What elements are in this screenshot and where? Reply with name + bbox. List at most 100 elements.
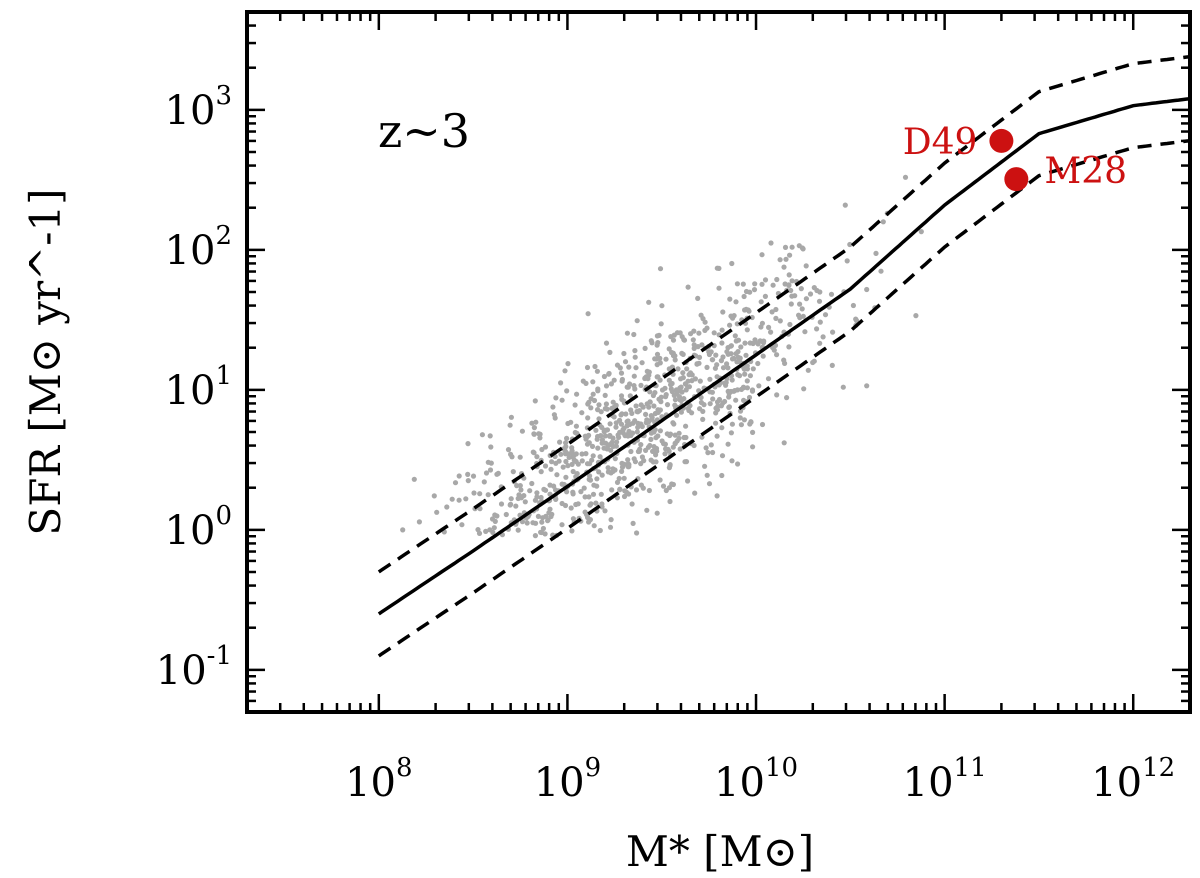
- y-tick-label: 100: [165, 501, 232, 554]
- sample-point: [654, 351, 661, 357]
- sample-point: [654, 510, 660, 516]
- sample-point: [587, 473, 593, 479]
- sample-point: [737, 415, 743, 421]
- sample-point: [647, 389, 653, 395]
- sample-point: [864, 286, 870, 293]
- sample-point: [878, 268, 884, 274]
- sample-point: [606, 371, 612, 377]
- sample-point: [744, 327, 750, 333]
- sample-point: [542, 531, 548, 537]
- sample-point: [842, 202, 848, 208]
- sample-point: [554, 472, 560, 478]
- sample-point: [699, 342, 705, 348]
- plot-frame: [245, 10, 1192, 714]
- sample-point: [747, 340, 753, 346]
- sample-point: [505, 447, 512, 453]
- sample-point: [557, 439, 563, 445]
- sample-point: [788, 287, 794, 294]
- sample-point: [716, 285, 722, 291]
- sample-point: [714, 433, 720, 439]
- sample-point: [759, 252, 765, 258]
- sample-point: [688, 331, 694, 337]
- sample-point: [635, 424, 641, 430]
- y-tick-label: 101: [165, 361, 232, 414]
- sample-point: [521, 493, 527, 499]
- sample-point: [540, 525, 547, 532]
- sample-point: [604, 406, 610, 412]
- sample-point: [626, 364, 632, 370]
- x-tick-label: 108: [345, 753, 412, 806]
- sample-point: [542, 444, 549, 450]
- sample-point: [556, 458, 562, 464]
- sample-point: [748, 419, 754, 425]
- sample-point: [697, 378, 703, 384]
- sample-point: [708, 349, 714, 355]
- sample-point: [597, 527, 603, 534]
- sample-point: [626, 462, 632, 468]
- sample-point: [731, 355, 737, 361]
- sample-point: [745, 307, 751, 313]
- sample-point: [558, 451, 564, 457]
- sample-point: [529, 480, 535, 487]
- sample-point: [532, 533, 539, 539]
- sample-point: [551, 412, 558, 418]
- sample-point: [537, 435, 543, 441]
- sample-point: [675, 366, 681, 372]
- sample-point: [844, 258, 850, 264]
- sample-point: [463, 496, 469, 502]
- sample-point: [691, 345, 697, 351]
- sample-point: [749, 387, 756, 393]
- sample-point: [762, 293, 769, 299]
- sample-point: [574, 430, 580, 436]
- sample-point: [589, 457, 595, 463]
- sample-point: [787, 252, 793, 258]
- sample-point: [713, 410, 719, 416]
- sample-point: [720, 365, 727, 371]
- sample-point: [548, 466, 554, 472]
- sample-point: [565, 420, 571, 427]
- sample-point: [743, 352, 749, 358]
- sample-point: [609, 487, 615, 493]
- sample-point: [805, 367, 811, 373]
- sample-point: [593, 427, 599, 433]
- sample-point: [632, 354, 638, 360]
- sample-point: [592, 363, 598, 370]
- sample-point: [610, 466, 616, 472]
- sample-point: [719, 472, 725, 479]
- sample-point: [798, 286, 804, 292]
- sample-point: [822, 312, 829, 318]
- sample-point: [659, 303, 665, 309]
- sample-point: [725, 441, 731, 447]
- sample-point: [605, 443, 611, 449]
- sample-point: [707, 401, 713, 407]
- sample-point: [691, 442, 697, 449]
- sample-point: [681, 396, 687, 402]
- sample-point: [663, 356, 669, 362]
- sample-point: [632, 348, 638, 354]
- sample-point: [781, 357, 787, 363]
- sample-point: [724, 361, 730, 367]
- sample-point: [678, 409, 685, 415]
- sample-point: [759, 320, 766, 326]
- sample-point: [590, 391, 596, 397]
- sample-point: [542, 463, 549, 469]
- sample-point: [655, 407, 661, 413]
- sample-point: [431, 493, 437, 499]
- sample-point: [627, 381, 633, 387]
- sample-point: [670, 350, 676, 356]
- sample-point: [471, 490, 477, 496]
- sample-point: [611, 377, 617, 383]
- sample-point: [639, 454, 646, 460]
- sample-point: [769, 309, 775, 315]
- sample-point: [513, 503, 519, 509]
- sample-point: [746, 394, 753, 401]
- sample-point: [719, 327, 725, 333]
- sample-point: [570, 468, 576, 475]
- sample-point: [465, 441, 471, 447]
- sample-point: [797, 301, 803, 307]
- sample-point: [510, 469, 516, 475]
- sample-point: [539, 519, 545, 525]
- sample-point: [595, 386, 601, 392]
- sample-point: [738, 422, 745, 428]
- sample-point: [652, 410, 659, 417]
